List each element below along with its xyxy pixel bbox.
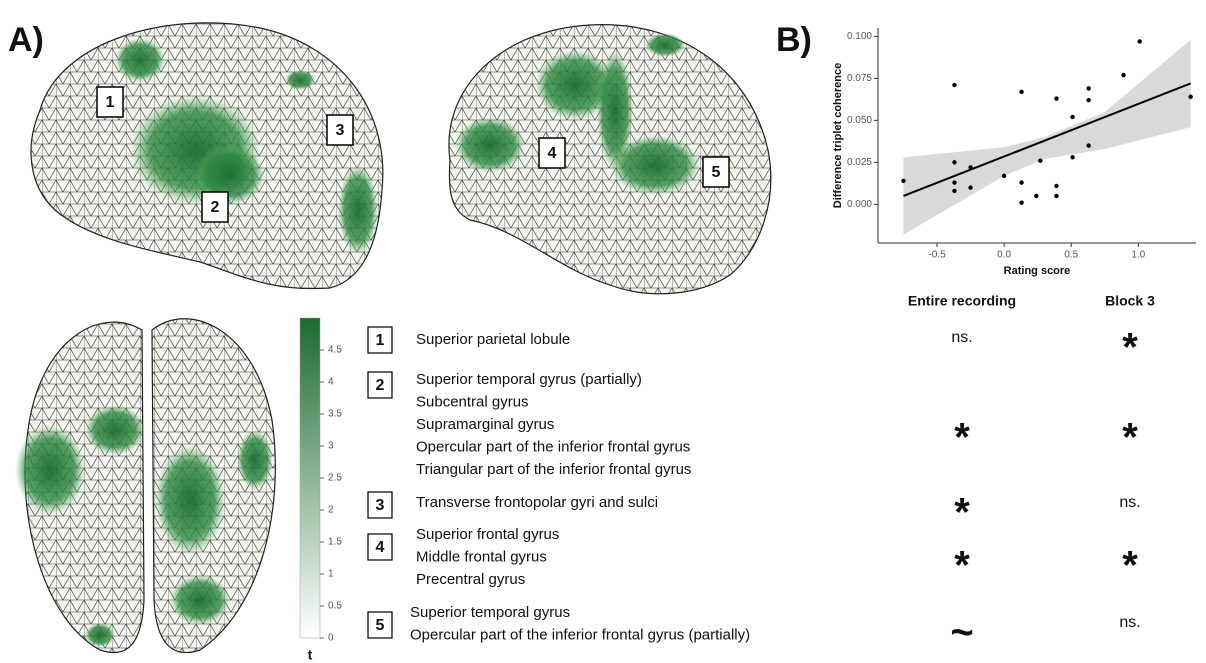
data-point <box>1086 143 1090 147</box>
colorbar-tick-label: 3 <box>328 441 334 452</box>
region-name: Middle frontal gyrus <box>416 548 547 565</box>
colorbar-label: t <box>308 647 313 663</box>
y-tick-label: 0.025 <box>847 157 872 168</box>
data-point <box>1137 39 1141 43</box>
region-name: Triangular part of the inferior frontal … <box>416 461 691 478</box>
data-point <box>968 165 972 169</box>
data-point <box>1054 184 1058 188</box>
region-name: Opercular part of the inferior frontal g… <box>410 626 750 643</box>
panel-label: A) <box>8 21 44 59</box>
data-point <box>1034 194 1038 198</box>
region-name: Superior parietal lobule <box>416 331 570 348</box>
colorbar-tick-label: 4.5 <box>328 345 342 356</box>
data-point <box>1002 174 1006 178</box>
region-name: Transverse frontopolar gyri and sulci <box>416 494 658 511</box>
region-name: Subcentral gyrus <box>416 393 529 410</box>
panel-label: B) <box>776 21 812 59</box>
brain-top <box>15 319 275 653</box>
data-point <box>952 189 956 193</box>
x-tick-label: 1.0 <box>1131 250 1145 261</box>
data-point <box>1054 96 1058 100</box>
significance: ns. <box>1119 494 1140 511</box>
x-tick-label: 0.5 <box>1064 250 1078 261</box>
data-point <box>1054 194 1058 198</box>
x-tick-label: 0.0 <box>997 250 1011 261</box>
significance: * <box>1122 416 1138 460</box>
brain-left <box>31 23 383 289</box>
data-point <box>1086 86 1090 90</box>
significance: ns. <box>1119 614 1140 631</box>
data-point <box>952 180 956 184</box>
colorbar: t 0 0.5 1 1.5 2 2.5 3 3.5 4 4.5 <box>300 318 342 663</box>
colorbar-tick-label: 1.5 <box>328 537 342 548</box>
region-number: 3 <box>376 497 385 514</box>
significance: * <box>1122 326 1138 370</box>
scatter-plot: 0.000 0.025 0.050 0.075 0.100 -0.5 0.0 0.5 1.0 Ra… <box>832 28 1196 277</box>
column-header: Block 3 <box>1105 293 1155 309</box>
significance: * <box>954 491 970 535</box>
region-number: 5 <box>376 617 385 634</box>
significance: * <box>1122 544 1138 588</box>
region-number: 1 <box>106 94 115 111</box>
significance: ~ <box>950 611 973 655</box>
colorbar-tick-label: 2.5 <box>328 473 342 484</box>
colorbar-tick-label: 0.5 <box>328 601 342 612</box>
region-table: Entire recording Block 3 1 Superior parieta… <box>368 293 1155 655</box>
region-number: 3 <box>336 122 345 139</box>
data-point <box>1019 90 1023 94</box>
region-number: 4 <box>548 145 557 162</box>
colorbar-tick-label: 3.5 <box>328 409 342 420</box>
data-point <box>952 160 956 164</box>
y-tick-label: 0.100 <box>847 31 872 42</box>
x-axis-title: Rating score <box>1004 265 1071 277</box>
colorbar-tick-label: 0 <box>328 633 334 644</box>
region-number: 1 <box>376 332 385 349</box>
region-number: 2 <box>376 377 385 394</box>
figure: A) B) 1 2 3 4 5 t 0 0.5 1 1.5 2 2.5 3 3.5 4 4.5 0.000… <box>0 0 1206 663</box>
data-point <box>901 179 905 183</box>
region-name: Superior frontal gyrus <box>416 526 559 543</box>
significance: * <box>954 544 970 588</box>
x-tick-label: -0.5 <box>928 250 946 261</box>
data-point <box>1121 73 1125 77</box>
region-name: Superior temporal gyrus (partially) <box>416 371 642 388</box>
colorbar-tick-label: 2 <box>328 505 334 516</box>
y-axis-title: Difference triplet coherence <box>832 63 844 209</box>
data-point <box>1188 95 1192 99</box>
data-point <box>968 185 972 189</box>
column-header: Entire recording <box>908 293 1016 309</box>
colorbar-tick-label: 4 <box>328 377 334 388</box>
y-tick-label: 0.000 <box>847 199 872 210</box>
significance: ns. <box>951 329 972 346</box>
y-tick-label: 0.075 <box>847 73 872 84</box>
data-point <box>1019 200 1023 204</box>
data-point <box>952 83 956 87</box>
region-number: 5 <box>712 164 721 181</box>
region-name: Precentral gyrus <box>416 571 525 588</box>
region-name: Opercular part of the inferior frontal g… <box>416 438 690 455</box>
data-point <box>1070 115 1074 119</box>
y-tick-label: 0.050 <box>847 115 872 126</box>
significance: * <box>954 416 970 460</box>
region-name: Supramarginal gyrus <box>416 416 554 433</box>
data-point <box>1019 180 1023 184</box>
region-name: Superior temporal gyrus <box>410 604 570 621</box>
data-point <box>1086 98 1090 102</box>
data-point <box>1038 158 1042 162</box>
colorbar-tick-label: 1 <box>328 569 334 580</box>
data-point <box>1070 155 1074 159</box>
region-number: 4 <box>376 539 385 556</box>
region-number: 2 <box>211 199 220 216</box>
colorbar-gradient <box>300 318 320 638</box>
